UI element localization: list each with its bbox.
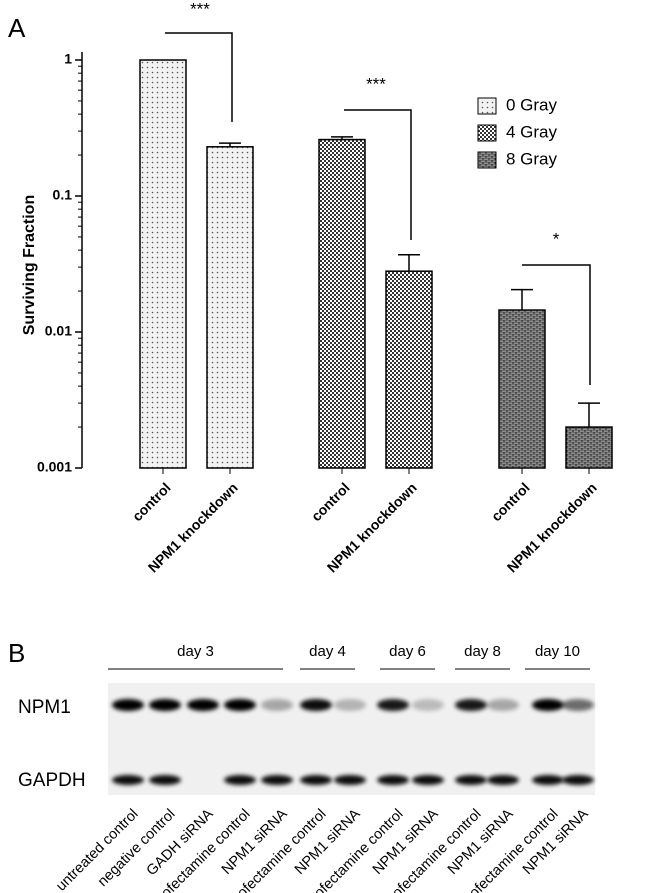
- band: [224, 699, 256, 711]
- band: [455, 775, 487, 785]
- day-label: day 4: [309, 643, 346, 660]
- y-tick-label: 1: [64, 51, 72, 67]
- band: [261, 699, 293, 711]
- bar: [139, 59, 187, 469]
- band: [149, 775, 181, 785]
- band: [112, 699, 144, 711]
- legend-swatch: [477, 97, 497, 115]
- band: [149, 699, 181, 711]
- band: [261, 775, 293, 785]
- legend-label: 8 Gray: [506, 149, 558, 168]
- bar: [565, 426, 613, 469]
- band: [334, 775, 366, 785]
- x-tick-label: control: [308, 479, 353, 524]
- significance-label: ***: [366, 74, 386, 93]
- band: [377, 775, 409, 785]
- legend-label: 4 Gray: [506, 122, 558, 141]
- bar: [498, 309, 546, 469]
- band: [412, 775, 444, 785]
- legend-label: 0 Gray: [506, 95, 558, 114]
- band: [300, 775, 332, 785]
- y-axis-label: Surviving Fraction: [21, 195, 38, 335]
- legend-swatch: [477, 124, 497, 142]
- band: [412, 699, 444, 711]
- band: [300, 699, 332, 711]
- significance-label: ***: [190, 0, 210, 18]
- bar: [206, 146, 254, 469]
- row-label: GAPDH: [18, 770, 86, 791]
- day-label: day 8: [464, 643, 501, 660]
- error-bar: [578, 402, 600, 428]
- band: [532, 775, 564, 785]
- panel-label: B: [8, 638, 25, 668]
- band: [532, 699, 564, 711]
- y-tick-label: 0.01: [45, 323, 72, 339]
- y-tick-label: 0.1: [53, 187, 73, 203]
- band: [377, 699, 409, 711]
- band: [487, 699, 519, 711]
- day-label: day 3: [177, 643, 214, 660]
- row-label: NPM1: [18, 697, 71, 718]
- day-label: day 6: [389, 643, 426, 660]
- band: [112, 775, 144, 785]
- y-tick-label: 0.001: [37, 459, 72, 475]
- significance-label: *: [553, 229, 560, 248]
- day-label: day 10: [535, 643, 580, 660]
- significance-bracket: [344, 109, 412, 240]
- significance-bracket: [522, 264, 591, 385]
- band: [334, 699, 366, 711]
- error-bar: [511, 288, 533, 311]
- band: [224, 775, 256, 785]
- band: [562, 775, 594, 785]
- bar: [385, 270, 433, 469]
- bar: [318, 138, 366, 469]
- panel-label: A: [8, 13, 26, 43]
- legend-swatch: [477, 151, 497, 169]
- band: [455, 699, 487, 711]
- error-bar: [398, 253, 420, 272]
- x-tick-label: control: [129, 479, 174, 524]
- x-tick-label: control: [488, 479, 533, 524]
- band: [487, 775, 519, 785]
- band: [187, 699, 219, 711]
- band: [562, 699, 594, 711]
- lane-label: NPM1 siRNA: [219, 806, 291, 878]
- significance-bracket: [165, 32, 233, 122]
